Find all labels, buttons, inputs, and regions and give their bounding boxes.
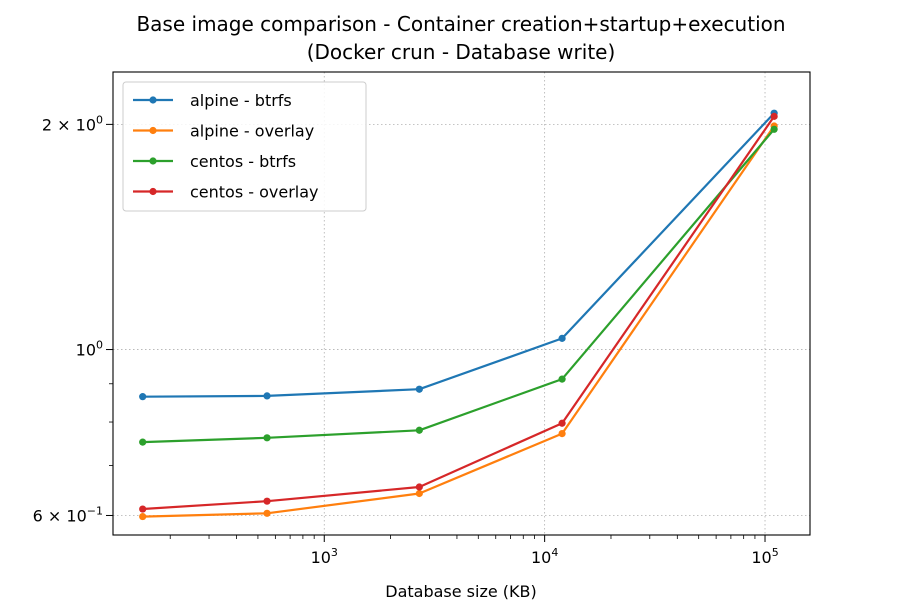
data-point [770,112,778,120]
legend-item: centos - btrfs [133,152,296,171]
data-point [415,483,423,491]
y-tick-label: 2 × 100 [42,113,103,134]
y-tick-label: 100 [76,339,103,360]
chart-title: Base image comparison - Container creati… [136,12,785,36]
series-layer [139,109,778,521]
x-tick-label: 105 [751,546,778,567]
series-centos-overlay [139,112,778,513]
legend-label: centos - overlay [190,183,319,202]
x-tick-label: 103 [311,546,338,567]
data-point [263,392,271,400]
data-point [415,426,423,434]
minor-ticks [109,383,756,539]
data-point [558,375,566,383]
data-point [139,438,147,446]
legend-swatch-marker [149,157,157,165]
major-ticks: 103 104 105 2 × 100 100 6 × 10−1 [33,113,779,567]
series-alpine-btrfs [139,109,778,401]
data-point [139,393,147,401]
legend-swatch-marker [149,187,157,196]
legend-swatch-marker [149,96,157,104]
y-tick-label: 6 × 10−1 [33,504,103,525]
data-point [139,505,147,513]
legend-label: alpine - btrfs [190,91,292,110]
legend: alpine - btrfs alpine - overlay centos - b… [122,81,367,212]
series-centos-btrfs [139,125,778,446]
legend-item: alpine - btrfs [133,91,292,110]
data-point [263,509,271,517]
data-point [415,385,423,393]
legend-box [122,81,367,212]
x-tick-label: 104 [531,546,558,567]
chart-subtitle: (Docker crun - Database write) [307,40,616,64]
x-axis-label: Database size (KB) [385,582,537,600]
data-point [263,434,271,442]
data-point [558,430,566,438]
data-point [139,512,147,521]
legend-item: alpine - overlay [133,122,314,141]
data-point [263,497,271,505]
data-point [558,334,566,342]
data-point [770,125,778,133]
legend-label: centos - btrfs [190,152,296,171]
plot-area-frame [112,71,811,536]
data-point [558,419,566,427]
legend-item: centos - overlay [133,183,319,202]
legend-label: alpine - overlay [190,122,314,141]
data-point [415,489,423,498]
legend-swatch-marker [149,126,157,135]
